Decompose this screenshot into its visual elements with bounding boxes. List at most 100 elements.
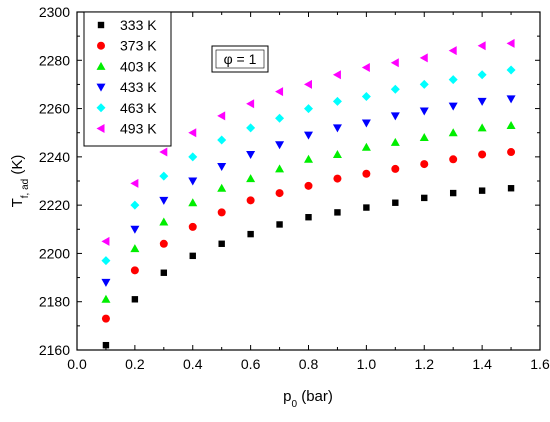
data-point: [188, 198, 198, 207]
x-tick-label: 1.2: [415, 356, 435, 372]
legend-label: 493 K: [120, 121, 157, 137]
data-point: [275, 87, 284, 97]
data-point: [101, 256, 111, 266]
data-point: [188, 222, 197, 231]
legend-marker: [96, 124, 105, 133]
series-3: [101, 95, 516, 287]
annotation-inner-border: [215, 49, 265, 69]
data-point: [217, 208, 226, 217]
legend-label: 463 K: [120, 100, 157, 116]
data-point: [159, 239, 168, 248]
data-point: [159, 196, 169, 205]
data-point: [304, 181, 313, 190]
y-tick-label: 2160: [39, 342, 70, 358]
data-point: [332, 124, 342, 133]
data-point: [246, 99, 255, 109]
data-point: [130, 266, 139, 275]
data-point: [361, 142, 371, 151]
legend-entry: 373 K: [97, 38, 157, 54]
legend-label: 403 K: [120, 58, 157, 74]
data-point: [332, 149, 342, 158]
data-point: [246, 196, 255, 205]
data-point: [361, 63, 370, 73]
data-point: [333, 174, 342, 183]
data-point: [159, 217, 169, 226]
data-marks: [101, 38, 516, 349]
x-tick-label: 0.2: [125, 356, 145, 372]
data-point: [506, 95, 516, 104]
data-point: [217, 183, 227, 192]
data-point: [276, 221, 283, 228]
data-point: [275, 141, 285, 150]
legend-entry: 433 K: [96, 79, 157, 95]
legend-label: 333 K: [120, 17, 157, 33]
legend-marker: [96, 61, 106, 70]
data-point: [218, 240, 225, 247]
x-tick-label: 0.8: [299, 356, 319, 372]
legend-entry: 463 K: [96, 100, 157, 116]
data-point: [478, 150, 487, 159]
series-0: [102, 185, 515, 349]
data-point: [448, 102, 458, 111]
data-point: [392, 199, 399, 206]
data-point: [390, 84, 400, 94]
legend-entry: 403 K: [96, 58, 157, 74]
y-tick-label: 2220: [39, 197, 70, 213]
data-point: [477, 97, 487, 106]
data-point: [217, 135, 227, 145]
data-point: [159, 147, 168, 157]
x-tick-label: 0.6: [241, 356, 261, 372]
data-point: [246, 174, 256, 183]
data-point: [189, 252, 196, 260]
data-point: [362, 169, 371, 178]
legend-label: 373 K: [120, 38, 157, 54]
legend-label: 433 K: [120, 79, 157, 95]
x-tick-label: 1.6: [530, 356, 550, 372]
series-2: [101, 120, 516, 303]
data-point: [131, 296, 139, 303]
data-point: [419, 133, 429, 142]
data-point: [421, 194, 428, 202]
data-point: [101, 294, 111, 303]
data-point: [477, 70, 487, 80]
legend-marker: [96, 83, 106, 92]
data-point: [304, 104, 313, 114]
legend-marker: [96, 103, 106, 113]
legend-entry: 493 K: [96, 121, 157, 137]
annotation-box: [211, 45, 269, 73]
data-point: [449, 155, 458, 164]
legend-marker: [97, 41, 105, 50]
plot-frame: [76, 11, 541, 351]
data-point: [390, 137, 400, 146]
data-point: [506, 38, 515, 48]
y-tick-label: 2180: [39, 294, 70, 310]
series-5: [101, 38, 515, 246]
y-tick-label: 2260: [39, 101, 70, 117]
data-point: [159, 171, 169, 181]
data-point: [188, 128, 197, 138]
data-point: [247, 230, 254, 238]
data-point: [275, 189, 284, 198]
data-point: [477, 41, 486, 51]
data-point: [419, 53, 428, 63]
data-point: [275, 113, 285, 123]
data-point: [130, 200, 140, 210]
data-point: [478, 187, 486, 194]
x-tick-label: 1.4: [472, 356, 492, 372]
data-point: [130, 178, 139, 188]
series-4: [101, 65, 516, 266]
data-point: [507, 185, 515, 192]
x-tick-label: 0.4: [183, 356, 203, 372]
data-point: [130, 244, 140, 253]
data-point: [304, 79, 312, 89]
data-point: [449, 189, 457, 197]
annotation-text: φ = 1: [224, 51, 257, 67]
data-point: [391, 164, 400, 173]
y-tick-label: 2240: [39, 149, 70, 165]
data-point: [102, 341, 110, 349]
data-point: [419, 79, 429, 89]
data-point: [130, 225, 140, 234]
data-point: [361, 92, 371, 101]
data-point: [506, 65, 516, 75]
